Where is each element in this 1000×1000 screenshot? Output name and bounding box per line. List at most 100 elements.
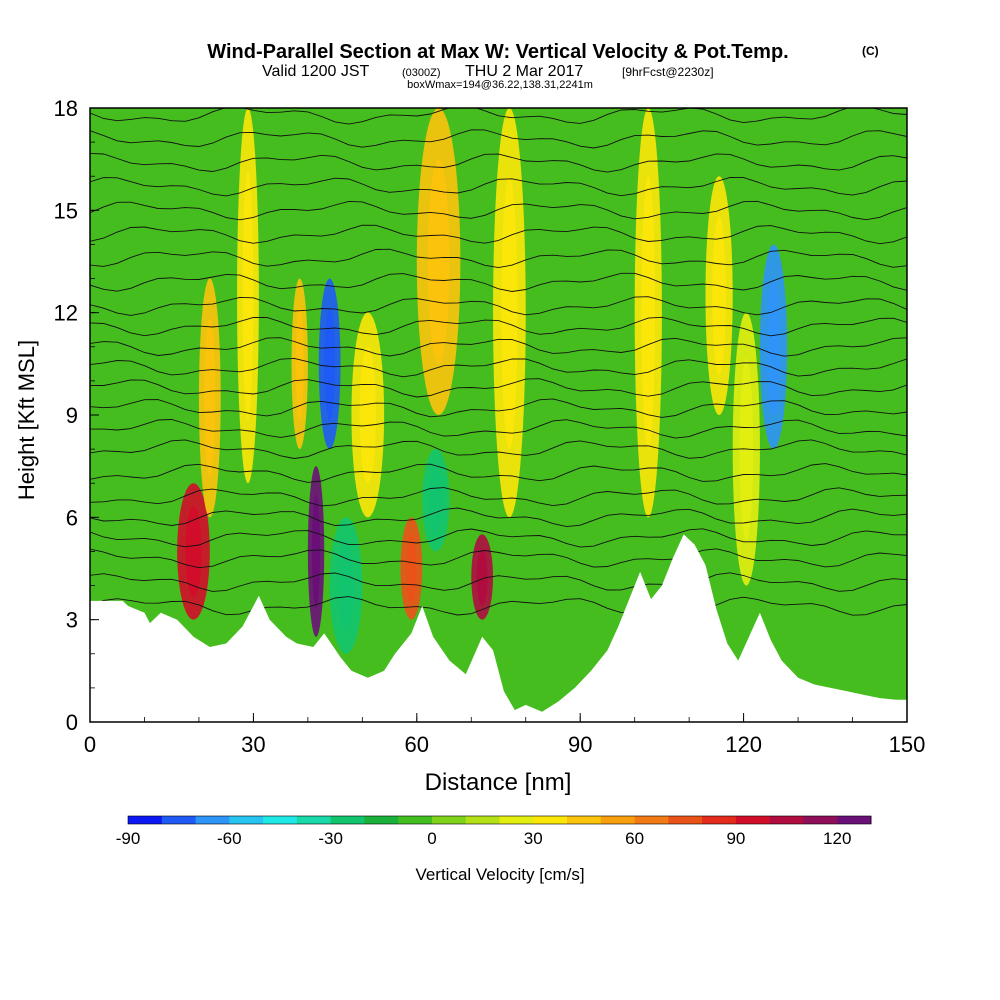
info-line: boxWmax=194@36.22,138.31,2241m (407, 79, 593, 91)
colorbar-tick-label: 120 (823, 829, 851, 848)
x-tick-label: 120 (725, 732, 762, 757)
plot-area (90, 108, 907, 722)
colorbar-tick-label: -60 (217, 829, 242, 848)
isoline (90, 200, 907, 221)
velocity-cell-core (429, 466, 443, 535)
isoline (90, 248, 907, 269)
isoline (90, 398, 907, 418)
velocity-cell-core (476, 548, 488, 606)
isoline (90, 296, 907, 316)
copyright-mark: (C) (862, 44, 879, 58)
chart-subtitle: Valid 1200 JST (0300Z) THU 2 Mar 2017 [9… (262, 63, 714, 80)
isoline (90, 596, 907, 616)
isoline (90, 129, 907, 149)
subtitle-date: THU 2 Mar 2017 (465, 63, 583, 80)
subtitle-valid: Valid 1200 JST (262, 63, 370, 80)
colorbar: -90 -60 -30 0 30 60 90 120 (116, 815, 872, 848)
colorbar-swatch (431, 816, 467, 824)
velocity-cell-core (185, 505, 202, 597)
velocity-cell-core (405, 534, 417, 603)
colorbar-swatch (195, 816, 230, 824)
colorbar-frame (127, 815, 872, 825)
x-tick-label: 0 (84, 732, 96, 757)
y-tick-label: 12 (54, 301, 78, 326)
colorbar-tick-label: 0 (427, 829, 436, 848)
colorbar-swatch (735, 816, 771, 824)
velocity-cell-core (712, 216, 726, 376)
x-axis: 0 30 60 90 120 150 (84, 713, 925, 757)
isoline (90, 177, 907, 197)
colorbar-swatch (229, 816, 264, 824)
x-axis-label: Distance [nm] (425, 769, 572, 796)
isoline (90, 572, 907, 592)
colorbar-tick-label: 60 (625, 829, 644, 848)
colorbar-swatch (128, 816, 163, 824)
isoline (90, 108, 907, 125)
velocity-cell-core (311, 494, 321, 609)
isoline (90, 378, 907, 398)
velocity-cell-core (359, 346, 376, 484)
y-axis-label: Height [Kft MSL] (14, 340, 39, 500)
isoline (90, 357, 907, 378)
colorbar-swatch (668, 816, 703, 824)
y-tick-label: 9 (66, 403, 78, 428)
isoline (90, 152, 907, 173)
colorbar-swatch (600, 816, 636, 824)
isoline (90, 272, 907, 292)
colorbar-swatch (296, 816, 332, 824)
isoline (90, 419, 907, 439)
x-tick-label: 90 (568, 732, 592, 757)
colorbar-swatch (837, 816, 872, 824)
colorbar-swatch (567, 816, 602, 824)
velocity-cell-core (337, 540, 355, 632)
y-axis: 0 3 6 9 12 15 18 (54, 96, 99, 735)
x-tick-label: 150 (889, 732, 926, 757)
y-tick-label: 0 (66, 710, 78, 735)
isoline (90, 528, 907, 548)
isoline (90, 487, 907, 507)
velocity-cell-core (324, 306, 336, 421)
y-tick-label: 18 (54, 96, 78, 121)
y-tick-label: 3 (66, 608, 78, 633)
colorbar-swatch (263, 816, 298, 824)
isoline (90, 548, 907, 569)
velocity-cell-core (501, 176, 518, 450)
colorbar-swatch (634, 816, 669, 824)
colorbar-tick-label: 30 (524, 829, 543, 848)
potential-temperature-contours (90, 108, 907, 616)
colorbar-swatch (702, 816, 737, 824)
colorbar-swatch (465, 816, 500, 824)
isoline (90, 316, 907, 337)
velocity-cell-core (766, 278, 781, 415)
velocity-cell-core (641, 176, 656, 450)
isoline (90, 507, 907, 528)
subtitle-zulu: (0300Z) (402, 67, 441, 79)
colorbar-swatch (330, 816, 365, 824)
isoline (90, 224, 907, 245)
colorbar-tick-label: 90 (726, 829, 745, 848)
velocity-cell-core (242, 170, 254, 421)
isoline (90, 439, 907, 459)
terrain-mask (90, 534, 907, 722)
colorbar-swatch (364, 816, 399, 824)
colorbar-swatch (769, 816, 804, 824)
colorbar-swatch (533, 816, 568, 824)
colorbar-swatch (499, 816, 534, 824)
isoline (90, 337, 907, 357)
vertical-velocity-field (177, 108, 788, 654)
colorbar-tick-label: -30 (318, 829, 343, 848)
velocity-cell-core (204, 318, 216, 478)
isoline (90, 463, 907, 483)
colorbar-swatch (803, 816, 838, 824)
colorbar-swatch (398, 816, 433, 824)
y-tick-label: 6 (66, 505, 78, 530)
velocity-cell-core (427, 159, 450, 364)
velocity-cell-core (295, 306, 304, 421)
x-tick-label: 60 (405, 732, 429, 757)
x-tick-label: 30 (241, 732, 265, 757)
subtitle-forecast: [9hrFcst@2230z] (622, 65, 714, 79)
chart-title: Wind-Parallel Section at Max W: Vertical… (207, 41, 788, 63)
colorbar-tick-label: -90 (116, 829, 141, 848)
y-tick-label: 15 (54, 198, 78, 223)
